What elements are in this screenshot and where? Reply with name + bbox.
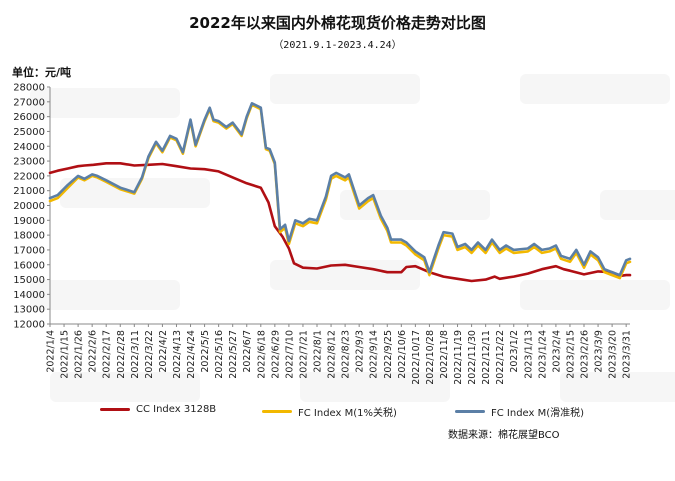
x-tick-label: 2022/1/15	[60, 330, 71, 379]
legend-label: CC Index 3128B	[136, 404, 217, 415]
x-tick-label: 2022/4/2	[158, 330, 169, 373]
x-tick-label: 2022/1/26	[74, 330, 85, 379]
y-tick-label: 16000	[13, 260, 45, 271]
y-tick-label: 23000	[13, 157, 45, 168]
watermark	[30, 88, 180, 118]
legend-label: FC Index M(1%关税)	[298, 408, 397, 419]
legend-swatch	[100, 408, 130, 411]
y-tick-label: 28000	[13, 83, 45, 94]
x-tick-label: 2022/10/6	[397, 330, 408, 379]
data-source-note: 数据来源：棉花展望BCO	[448, 430, 560, 441]
watermark	[30, 280, 180, 310]
x-tick-label: 2022/9/25	[383, 330, 394, 379]
x-tick-label: 2022/12/11	[481, 330, 492, 385]
legend-label: FC Index M(滑准税)	[491, 408, 585, 419]
x-tick-label: 2022/2/28	[116, 330, 127, 379]
y-tick-label: 24000	[13, 142, 45, 153]
x-tick-label: 2022/11/30	[467, 330, 478, 385]
x-tick-label: 2023/3/9	[594, 330, 605, 373]
x-tick-label: 2022/4/24	[186, 330, 197, 379]
watermark	[520, 74, 670, 104]
x-tick-label: 2022/11/8	[439, 330, 450, 379]
x-tick-label: 2022/8/23	[341, 330, 352, 379]
watermark-layer	[30, 74, 675, 402]
chart-subtitle: （2021.9.1-2023.4.24）	[273, 40, 402, 51]
x-tick-label: 2022/8/12	[327, 330, 338, 379]
x-tick-label: 2022/8/1	[313, 330, 324, 373]
x-tick-label: 2022/9/3	[355, 330, 366, 373]
axes: 12000 13000 14000 15000 16000 17000 18000 19000…	[13, 83, 632, 385]
x-tick-label: 2023/1/13	[523, 330, 534, 379]
x-tick-label: 2023/1/2	[509, 330, 520, 373]
x-tick-label: 2022/7/10	[284, 330, 295, 379]
y-tick-label: 26000	[13, 112, 45, 123]
legend-swatch	[262, 410, 292, 413]
y-tick-label: 20000	[13, 201, 45, 212]
x-tick-label: 2023/2/26	[580, 330, 591, 379]
watermark	[560, 372, 675, 402]
series-line-cc-index	[48, 162, 632, 283]
y-tick-label: 13000	[13, 305, 45, 316]
y-tick-label: 15000	[13, 275, 45, 286]
x-tick-label: 2022/6/18	[256, 330, 267, 379]
y-tick-label: 25000	[13, 127, 45, 138]
series-layer	[48, 102, 632, 283]
x-tick-label: 2022/1/4	[46, 330, 57, 373]
y-tick-label: 22000	[13, 171, 45, 182]
x-tick-label: 2022/2/6	[88, 330, 99, 373]
x-tick-label: 2023/2/15	[565, 330, 576, 379]
watermark	[520, 280, 670, 310]
x-tick-label: 2022/3/11	[130, 330, 141, 379]
y-tick-label: 14000	[13, 290, 45, 301]
watermark	[300, 372, 450, 402]
y-tick-label: 27000	[13, 97, 45, 108]
legend-item-fc-index-sliding: FC Index M(滑准税)	[455, 404, 584, 419]
chart-title: 2022年以来国内外棉花现货价格走势对比图	[189, 14, 486, 32]
x-tick-label: 2023/3/31	[622, 330, 633, 379]
x-tick-label: 2022/5/16	[214, 330, 225, 379]
y-tick-label: 17000	[13, 245, 45, 256]
y-axis-unit-label: 单位：元/吨	[12, 66, 72, 79]
x-tick-label: 2023/2/4	[551, 330, 562, 373]
x-tick-label: 2023/1/24	[537, 330, 548, 379]
x-tick-label: 2022/5/5	[200, 330, 211, 373]
y-tick-label: 12000	[13, 320, 45, 331]
watermark	[50, 372, 200, 402]
x-tick-label: 2022/3/22	[144, 330, 155, 379]
x-tick-label: 2022/10/28	[425, 330, 436, 385]
x-tick-label: 2022/7/21	[298, 330, 309, 379]
x-tick-label: 2022/12/22	[495, 330, 506, 385]
legend-swatch	[455, 410, 485, 413]
series-line-fc-index-sliding	[48, 102, 632, 277]
legend-item-fc-index-1pct: FC Index M(1%关税)	[262, 404, 397, 419]
x-tick-label: 2022/5/27	[228, 330, 239, 379]
x-tick-label: 2022/2/17	[102, 330, 113, 379]
x-tick-label: 2022/6/7	[242, 330, 253, 373]
x-tick-label: 2023/3/20	[608, 330, 619, 379]
x-tick-label: 2022/11/19	[453, 330, 464, 385]
watermark	[600, 190, 675, 220]
x-tick-label: 2022/4/13	[172, 330, 183, 379]
y-tick-label: 19000	[13, 216, 45, 227]
legend-item-cc-index: CC Index 3128B	[100, 404, 216, 415]
x-tick-label: 2022/9/14	[369, 330, 380, 379]
x-tick-label: 2022/10/17	[411, 330, 422, 385]
y-tick-label: 18000	[13, 231, 45, 242]
watermark	[270, 74, 420, 104]
y-tick-label: 21000	[13, 186, 45, 197]
x-tick-label: 2022/6/29	[270, 330, 281, 379]
